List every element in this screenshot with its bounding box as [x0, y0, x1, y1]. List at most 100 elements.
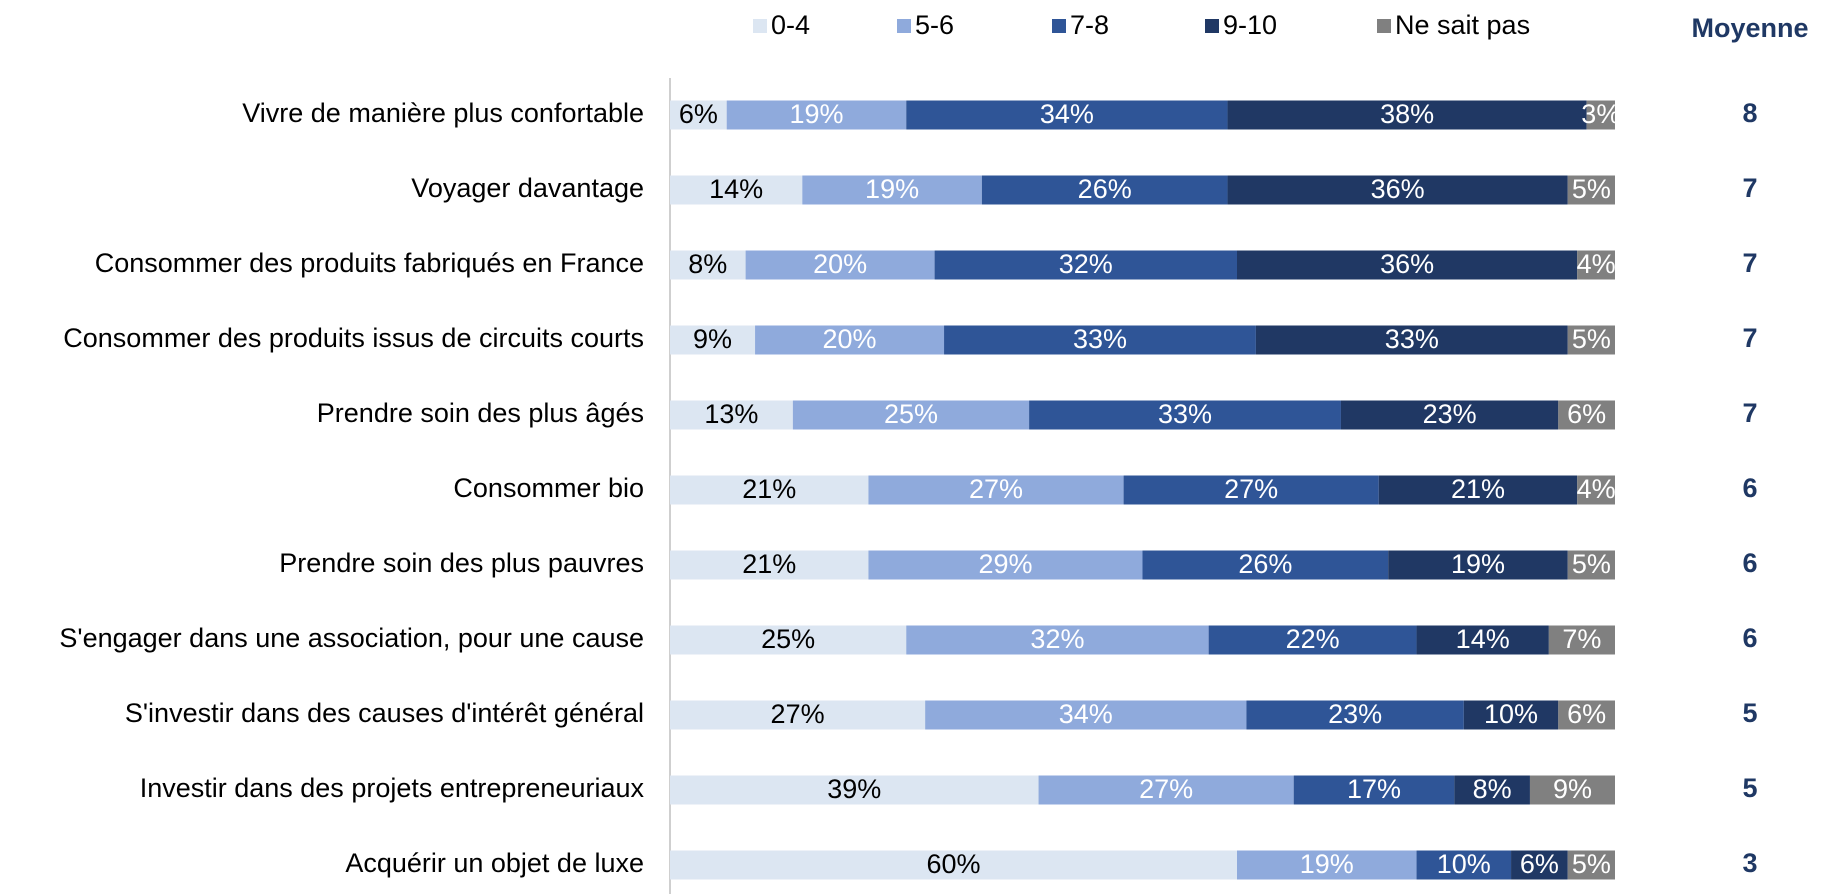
bar-segment [1529, 775, 1615, 805]
data-label: 33% [1385, 324, 1439, 354]
category-label: S'engager dans une association, pour une… [59, 623, 644, 653]
legend-label: Ne sait pas [1395, 10, 1530, 40]
data-label: 21% [742, 549, 796, 579]
bar-segment [1577, 250, 1615, 280]
bar-segment [981, 175, 1228, 205]
bar-segment [1567, 175, 1615, 205]
data-label: 23% [1423, 399, 1477, 429]
bar-segment [1567, 850, 1615, 880]
data-label: 6% [1567, 399, 1606, 429]
data-label: 14% [709, 174, 763, 204]
bar-segment [1293, 775, 1455, 805]
data-label: 6% [1520, 849, 1559, 879]
bar-segment [1227, 175, 1568, 205]
bar-segment [670, 100, 727, 130]
data-label: 5% [1572, 174, 1611, 204]
data-label: 10% [1484, 699, 1538, 729]
data-label: 5% [1572, 549, 1611, 579]
data-label: 36% [1371, 174, 1425, 204]
bar-segment [1416, 625, 1549, 655]
data-label: 21% [742, 474, 796, 504]
data-label: 23% [1328, 699, 1382, 729]
bar-segment [670, 250, 746, 280]
category-label: Voyager davantage [411, 173, 644, 203]
data-label: 27% [771, 699, 825, 729]
data-label: 6% [679, 99, 718, 129]
legend-swatch [1205, 19, 1219, 33]
data-label: 4% [1577, 474, 1616, 504]
legend-label: 0-4 [771, 10, 810, 40]
bar-segment [1208, 625, 1417, 655]
bar-segment [1511, 850, 1568, 880]
category-label: Consommer bio [453, 473, 644, 503]
data-label: 38% [1380, 99, 1434, 129]
bar-segment [670, 325, 756, 355]
average-value: 5 [1742, 698, 1757, 728]
bar-segment [925, 700, 1247, 730]
bar-segment [868, 475, 1124, 505]
data-label: 39% [827, 774, 881, 804]
bar-segment [1558, 400, 1615, 430]
bar-segment [670, 175, 803, 205]
bar-segment [1029, 400, 1341, 430]
data-label: 32% [1059, 249, 1113, 279]
average-value: 7 [1742, 173, 1757, 203]
bar-segment [670, 700, 926, 730]
data-label: 27% [969, 474, 1023, 504]
bar-segment [670, 400, 793, 430]
data-label: 6% [1567, 699, 1606, 729]
bar-segment [1246, 700, 1464, 730]
bar-segment [1123, 475, 1379, 505]
category-label: Consommer des produits issus de circuits… [63, 323, 644, 353]
average-value: 5 [1742, 773, 1757, 803]
data-label: 9% [1553, 774, 1592, 804]
average-value: 6 [1742, 473, 1757, 503]
bar-segment [868, 550, 1143, 580]
bar-segment [1463, 700, 1559, 730]
bar-segment [670, 550, 869, 580]
data-label: 20% [813, 249, 867, 279]
bar-segment [670, 475, 869, 505]
bar-segment [906, 100, 1228, 130]
data-label: 13% [704, 399, 758, 429]
category-label: Acquérir un objet de luxe [345, 848, 644, 878]
bar-segment [906, 625, 1209, 655]
bar-segment [1586, 100, 1615, 130]
average-value: 6 [1742, 548, 1757, 578]
data-label: 8% [688, 249, 727, 279]
data-label: 27% [1224, 474, 1278, 504]
data-label: 5% [1572, 849, 1611, 879]
bar-segment [1038, 775, 1294, 805]
bar-segment [726, 100, 907, 130]
data-label: 17% [1347, 774, 1401, 804]
category-label: S'investir dans des causes d'intérêt gén… [125, 698, 644, 728]
bar-segment [670, 775, 1039, 805]
category-label: Vivre de manière plus confortable [242, 98, 644, 128]
data-label: 25% [761, 624, 815, 654]
data-label: 19% [1300, 849, 1354, 879]
average-value: 3 [1742, 848, 1757, 878]
data-label: 19% [865, 174, 919, 204]
legend-swatch [1052, 19, 1066, 33]
data-label: 22% [1286, 624, 1340, 654]
data-label: 19% [789, 99, 843, 129]
data-label: 34% [1040, 99, 1094, 129]
legend-swatch [897, 19, 911, 33]
data-label: 26% [1238, 549, 1292, 579]
data-label: 33% [1158, 399, 1212, 429]
legend-swatch [1377, 19, 1391, 33]
data-label: 4% [1577, 249, 1616, 279]
averages-header: Moyenne [1691, 13, 1808, 43]
data-label: 21% [1451, 474, 1505, 504]
data-label: 5% [1572, 324, 1611, 354]
bar-segment [1255, 325, 1568, 355]
bar-segment [745, 250, 935, 280]
bar-segment [934, 250, 1237, 280]
data-label: 20% [823, 324, 877, 354]
average-value: 7 [1742, 248, 1757, 278]
category-label: Consommer des produits fabriqués en Fran… [95, 248, 644, 278]
data-label: 19% [1451, 549, 1505, 579]
bar-segment [1237, 850, 1417, 880]
bar-segment [1378, 475, 1578, 505]
